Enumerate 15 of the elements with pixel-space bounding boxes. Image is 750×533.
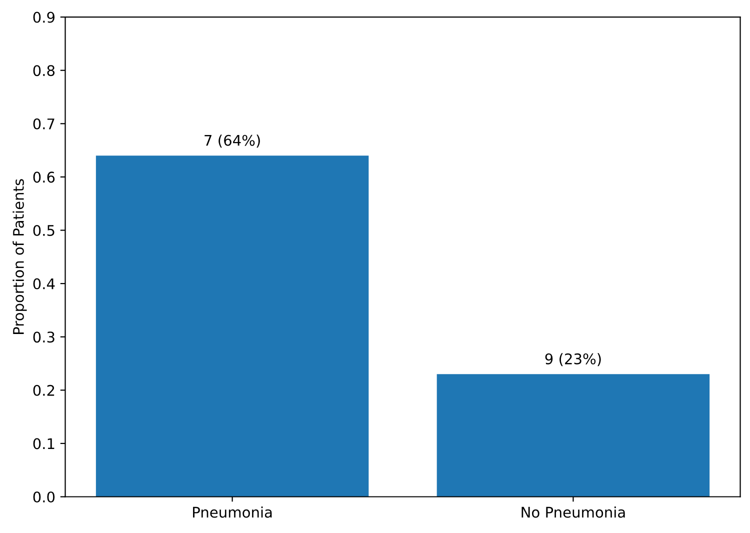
x-tick-label: No Pneumonia xyxy=(522,506,625,518)
y-tick-label: 0.7 xyxy=(33,118,54,130)
y-tick-label: 0.9 xyxy=(33,12,55,23)
y-tick-label: 0.8 xyxy=(33,65,55,76)
y-tick-label: 0.1 xyxy=(33,438,54,450)
y-tick-label: 0.3 xyxy=(33,332,54,343)
data-label: 7 (64%) xyxy=(204,134,260,148)
y-tick-label: 0.2 xyxy=(33,384,54,396)
x-tick-label: Pneumonia xyxy=(193,506,272,518)
y-axis-title: Proportion of Patients xyxy=(12,179,27,334)
y-tick-label: 0.0 xyxy=(33,491,55,503)
y-tick-label: 0.6 xyxy=(33,172,55,183)
y-tick-label: 0.5 xyxy=(33,224,54,236)
y-tick-label: 0.4 xyxy=(33,278,55,290)
data-label: 9 (23%) xyxy=(545,353,601,366)
